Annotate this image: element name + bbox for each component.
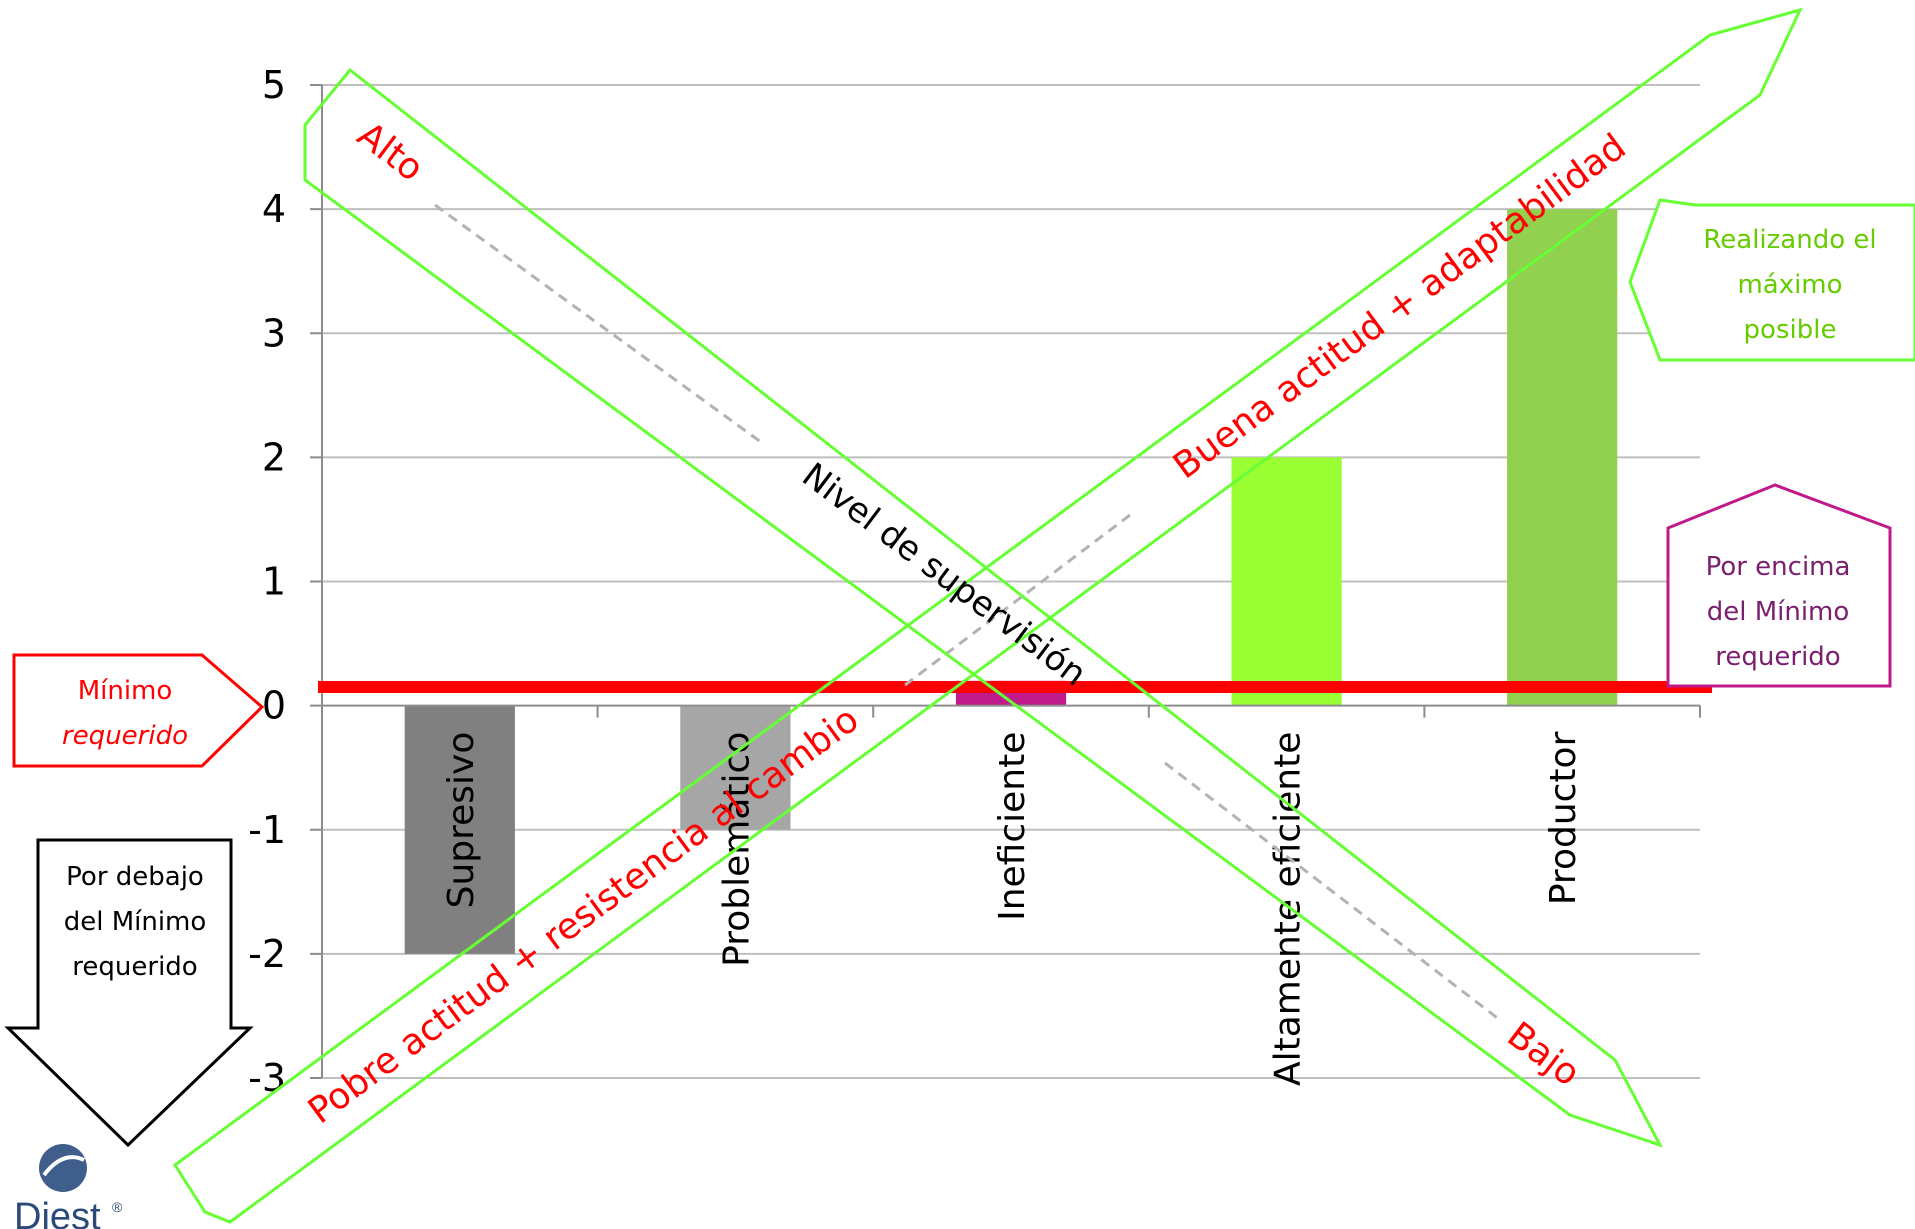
- y-tick-label: 3: [262, 311, 286, 355]
- y-tick-label: -1: [248, 808, 286, 852]
- below-callout-line1: Por debajo: [66, 862, 204, 892]
- minimum-callout-line1: Mínimo: [78, 676, 173, 706]
- max-callout-line2: máximo: [1737, 270, 1842, 300]
- below-minimum-arrow: Por debajo del Mínimo requerido: [4, 838, 254, 1148]
- below-callout-line3: requerido: [72, 952, 197, 982]
- bar-productor: [1507, 209, 1618, 706]
- y-axis-ticks: 5 4 3 2 1 0 -1 -2 -3: [248, 63, 323, 1100]
- rising-dashed-line: [904, 513, 1131, 687]
- falling-arrow-label: Pobre actitud + resistencia al cambio: [301, 699, 866, 1132]
- x-axis: [321, 704, 1701, 718]
- bar-supresivo: [404, 705, 515, 954]
- minimum-callout-line2: requerido: [62, 721, 188, 751]
- y-tick-label: 5: [262, 63, 286, 107]
- logo-globe-icon: [39, 1144, 87, 1192]
- max-callout-line1: Realizando el: [1703, 225, 1876, 255]
- above-minimum-callout: Por encima del Mínimo requerido: [1666, 483, 1892, 688]
- category-label: Ineficiente: [992, 732, 1033, 921]
- above-callout-line3: requerido: [1715, 642, 1840, 672]
- logo-mark: ®: [112, 1199, 123, 1215]
- y-tick-label: 1: [262, 560, 286, 604]
- category-labels: Supresivo Problemático Ineficiente Altament…: [441, 731, 1584, 1086]
- supervision-high-label: Alto: [350, 114, 431, 189]
- bars: [404, 209, 1618, 954]
- above-callout-line1: Por encima: [1706, 552, 1851, 582]
- falling-arrow-shape: [303, 67, 1664, 1148]
- bar-altamente-eficiente: [1231, 457, 1342, 706]
- category-label: Supresivo: [441, 732, 482, 909]
- y-tick-label: -3: [248, 1056, 286, 1100]
- y-tick-label: 4: [262, 187, 286, 231]
- category-label: Altamente eficiente: [1268, 732, 1309, 1086]
- y-tick-label: -2: [248, 932, 286, 976]
- below-callout-line2: del Mínimo: [64, 907, 207, 937]
- minimum-callout: Mínimo requerido: [12, 653, 265, 768]
- gridlines: [322, 84, 1700, 1079]
- diest-logo: Diest ®: [14, 1144, 123, 1229]
- y-tick-label: 2: [262, 435, 286, 479]
- max-callout-line3: posible: [1744, 315, 1837, 345]
- logo-text: Diest: [14, 1196, 101, 1229]
- y-tick-label: 0: [262, 684, 286, 728]
- above-callout-line2: del Mínimo: [1707, 597, 1850, 627]
- category-label: Productor: [1543, 731, 1584, 905]
- rising-arrow-shape: [172, 7, 1803, 1224]
- supervision-dashed-line: [434, 203, 1501, 1022]
- max-callout: Realizando el máximo posible: [1628, 198, 1915, 362]
